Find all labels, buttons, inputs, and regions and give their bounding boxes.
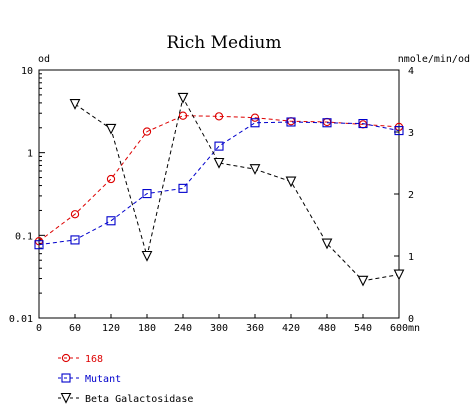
data-point	[214, 112, 224, 121]
data-point	[250, 118, 260, 128]
data-point	[177, 92, 189, 104]
x-tick-label: 0	[36, 323, 42, 334]
series-line	[38, 115, 400, 242]
x-tick-label: 420	[282, 323, 300, 334]
series-layer	[34, 92, 405, 287]
x-tick-label: 240	[174, 323, 192, 334]
data-point	[358, 119, 368, 129]
data-point	[178, 183, 188, 193]
left-tick-label: 1	[27, 149, 33, 160]
right-tick-label: 0	[408, 314, 414, 325]
series-beta-galactosidase	[69, 92, 405, 287]
data-point	[357, 275, 369, 287]
data-point	[34, 240, 44, 250]
data-point	[214, 141, 224, 151]
right-tick-label: 2	[408, 190, 414, 201]
data-point	[322, 118, 332, 128]
legend-label: 168	[85, 354, 103, 365]
series-line	[74, 96, 400, 282]
data-point	[286, 117, 296, 127]
data-point	[106, 174, 116, 184]
data-point	[178, 111, 188, 120]
x-tick-label: 600	[390, 323, 408, 334]
series-168	[34, 111, 404, 246]
data-point	[106, 216, 116, 226]
left-tick-label: 0.01	[9, 314, 33, 325]
series-line	[38, 121, 400, 246]
left-tick-label: 0.1	[15, 231, 33, 242]
axes: 0 60 120 180 240 300 360 420 480 540 6000.010.1110…	[9, 66, 414, 334]
data-point	[250, 113, 260, 122]
legend-marker	[61, 353, 71, 363]
data-point	[213, 157, 225, 169]
legend-marker	[60, 392, 72, 404]
data-point	[70, 235, 80, 245]
data-point	[142, 189, 152, 199]
left-tick-label: 10	[21, 66, 33, 77]
data-point	[285, 176, 297, 188]
legend-entry: Mutant	[58, 373, 121, 385]
x-axis-unit: mn	[408, 323, 420, 334]
x-tick-label: 540	[354, 323, 372, 334]
right-tick-label: 4	[408, 66, 414, 77]
x-tick-label: 120	[102, 323, 120, 334]
series-mutant	[34, 117, 404, 250]
legend: 168 Mutant Beta Galactosidase	[58, 353, 193, 405]
x-tick-label: 480	[318, 323, 336, 334]
right-tick-label: 3	[408, 128, 414, 139]
plot-frame	[38, 69, 400, 319]
data-point	[69, 99, 81, 110]
x-tick-label: 60	[69, 323, 81, 334]
right-axis-label: nmole/min/od	[398, 54, 470, 65]
legend-marker	[61, 373, 71, 383]
data-point	[141, 250, 153, 262]
data-point	[70, 210, 80, 219]
legend-label: Beta Galactosidase	[85, 394, 193, 405]
data-point	[249, 164, 261, 175]
right-tick-label: 1	[408, 252, 414, 263]
data-point	[142, 127, 152, 136]
legend-entry: Beta Galactosidase	[58, 392, 193, 405]
legend-entry: 168	[58, 353, 103, 365]
data-point	[105, 123, 117, 135]
chart-title: Rich Medium	[167, 33, 282, 53]
x-tick-label: 360	[246, 323, 264, 334]
left-axis-label: od	[38, 54, 50, 65]
x-tick-label: 180	[138, 323, 156, 334]
legend-label: Mutant	[85, 374, 121, 385]
data-point	[394, 126, 404, 136]
data-point	[393, 269, 405, 281]
data-point	[321, 238, 333, 250]
x-tick-label: 300	[210, 323, 228, 334]
